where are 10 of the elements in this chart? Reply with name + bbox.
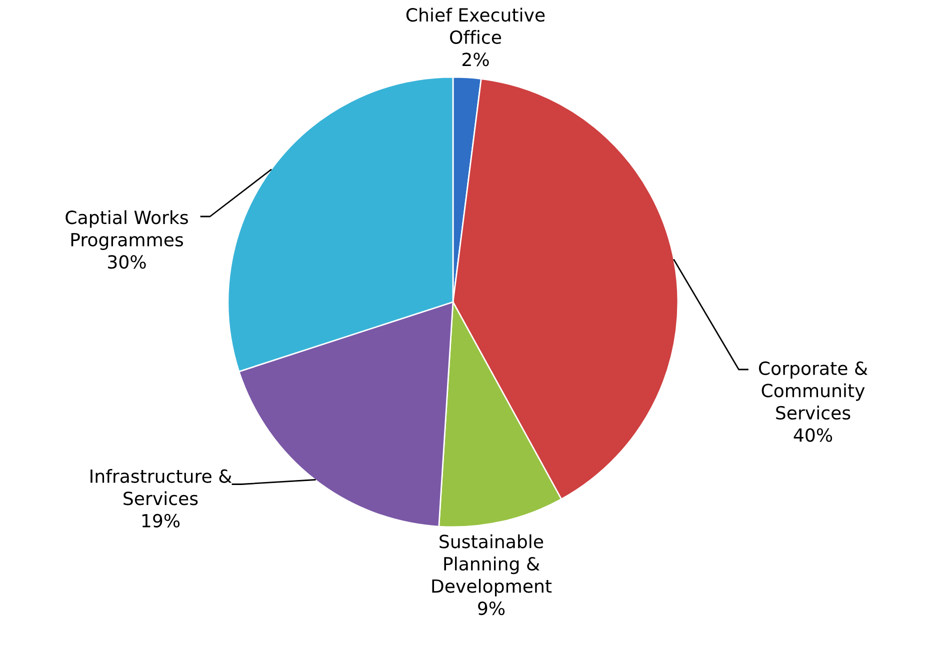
data-label: 30% xyxy=(108,255,146,269)
slice-label: Sustainable Planning & Development xyxy=(432,534,552,596)
data-label: 40% xyxy=(794,428,832,442)
slice-label: Chief Executive Office xyxy=(406,8,545,44)
data-label: 2% xyxy=(462,52,489,66)
slice-label: Corporate & Community Services xyxy=(758,361,868,420)
data-label: 19% xyxy=(142,514,180,528)
data-label: 9% xyxy=(478,601,505,616)
slice-label: Infrastructure & Services xyxy=(90,468,232,506)
slice-label: Captial Works Programmes xyxy=(66,210,188,250)
